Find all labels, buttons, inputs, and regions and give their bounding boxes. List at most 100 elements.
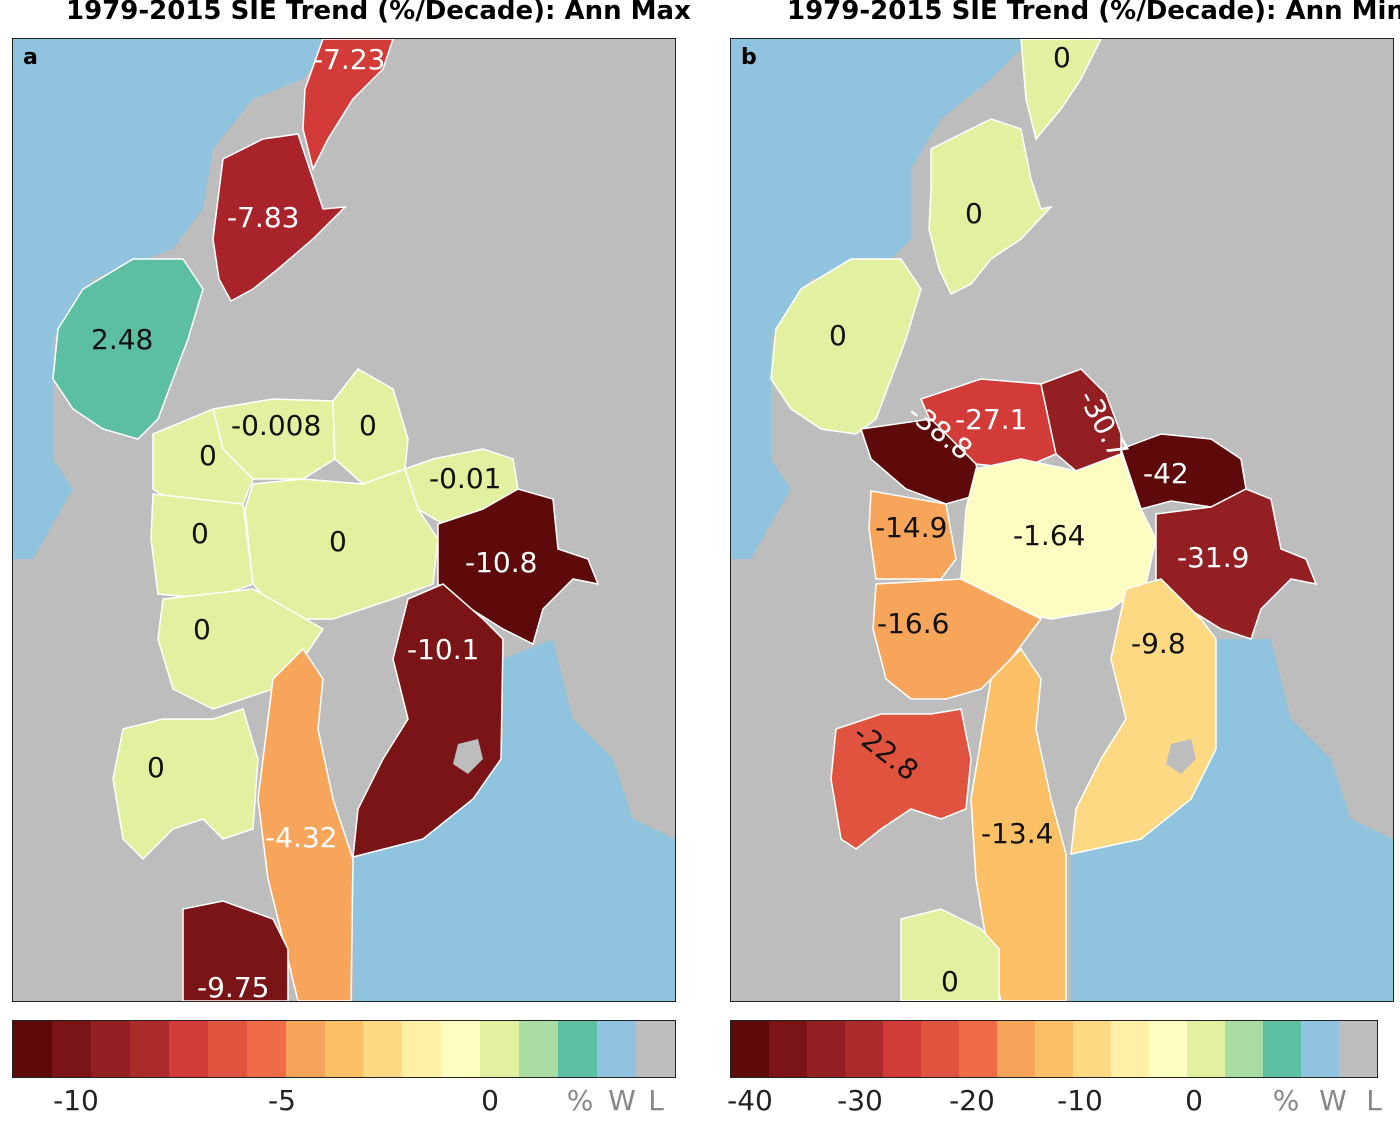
label-b-laptev: -27.1 — [955, 403, 1027, 436]
colorbar-b — [730, 1020, 1378, 1078]
colorbar-swatch — [731, 1021, 769, 1077]
colorbar-swatch — [1111, 1021, 1149, 1077]
region-b-caa — [872, 578, 1043, 700]
region-a-gulf — [182, 900, 289, 1001]
region-b-bay1 — [928, 118, 1054, 296]
colorbar-swatch — [1035, 1021, 1073, 1077]
label-a-hudson: 0 — [147, 751, 165, 784]
label-a-okhotsk: 2.48 — [91, 323, 153, 356]
label-b-barents: -31.9 — [1177, 541, 1249, 574]
label-b-top-strait: 0 — [1053, 41, 1071, 74]
panel-a-title: 1979-2015 SIE Trend (%/Decade): Ann Max — [66, 0, 691, 26]
colorbar-b-tick: -30 — [837, 1084, 883, 1117]
colorbar-swatch — [441, 1021, 481, 1077]
label-b-caa: -16.6 — [877, 607, 949, 640]
label-b-kara: -42 — [1143, 457, 1189, 490]
colorbar-swatch — [129, 1021, 169, 1077]
colorbar-swatch — [597, 1021, 636, 1077]
label-b-gulf: 0 — [941, 965, 959, 998]
colorbar-b-category: % — [1272, 1084, 1300, 1117]
colorbar-b-tick: 0 — [1185, 1084, 1203, 1117]
colorbar-swatch — [168, 1021, 208, 1077]
island-b — [1166, 739, 1196, 774]
region-a-bay1 — [212, 133, 347, 303]
colorbar-swatch — [1339, 1021, 1377, 1077]
colorbar-b-tick: -10 — [1057, 1084, 1103, 1117]
colorbar-swatch — [1149, 1021, 1187, 1077]
colorbar-a-category: L — [648, 1084, 664, 1117]
map-panel-b: 0 0 0 -27.1 -30.7 -38.8 -42 -14.9 -1.64 … — [730, 38, 1394, 1002]
label-a-east-sib: 0 — [359, 409, 377, 442]
colorbar-b-category: W — [1319, 1084, 1347, 1117]
colorbar-a-category: % — [566, 1084, 594, 1117]
colorbar-swatch — [324, 1021, 364, 1077]
region-b-okhotsk — [770, 258, 922, 435]
region-b-gulf — [900, 908, 1000, 1001]
colorbar-a-tick: -10 — [53, 1084, 99, 1117]
label-b-bay1: 0 — [965, 197, 983, 230]
region-a-greenland-sea — [352, 583, 504, 858]
panel-b-letter: b — [741, 45, 757, 70]
map-a-svg: -7.23 -7.83 2.48 -0.008 0 0 -0.01 0 0 -1… — [13, 39, 675, 1001]
colorbar-swatch — [1187, 1021, 1225, 1077]
label-a-beaufort: 0 — [191, 517, 209, 550]
region-b-beaufort — [868, 490, 957, 580]
label-b-okhotsk: 0 — [829, 319, 847, 352]
label-a-greenland-sea: -10.1 — [407, 633, 479, 666]
region-b-greenland-sea — [1070, 578, 1217, 855]
atlantic-water — [353, 639, 675, 1001]
colorbar-swatch — [402, 1021, 442, 1077]
colorbar-swatch — [883, 1021, 921, 1077]
colorbar-b-tick: -40 — [727, 1084, 773, 1117]
region-a-okhotsk — [52, 258, 204, 440]
island-a — [453, 739, 483, 774]
pacific-water-b — [731, 39, 1031, 559]
colorbar-swatch — [558, 1021, 598, 1077]
region-a-top-strait — [302, 39, 394, 172]
colorbar-swatch — [363, 1021, 403, 1077]
label-a-central: 0 — [329, 525, 347, 558]
colorbar-swatch — [769, 1021, 807, 1077]
region-b-top-strait — [1020, 39, 1102, 141]
label-a-barents: -10.8 — [465, 546, 537, 579]
colorbar-swatch — [13, 1021, 52, 1077]
colorbar-swatch — [1263, 1021, 1301, 1077]
label-b-baffin: -13.4 — [981, 817, 1053, 850]
region-b-hudson — [830, 708, 972, 850]
region-a-chukchi — [152, 407, 254, 510]
colorbar-a — [12, 1020, 676, 1078]
panel-b-title: 1979-2015 SIE Trend (%/Decade): Ann Min — [787, 0, 1400, 26]
colorbar-swatch — [1301, 1021, 1339, 1077]
colorbar-b-category: L — [1366, 1084, 1382, 1117]
colorbar-a-category: W — [608, 1084, 636, 1117]
label-a-bay1: -7.83 — [227, 201, 299, 234]
colorbar-swatch — [246, 1021, 286, 1077]
region-a-hudson — [112, 708, 259, 861]
label-b-central: -1.64 — [1013, 519, 1085, 552]
map-panel-a: -7.23 -7.83 2.48 -0.008 0 0 -0.01 0 0 -1… — [12, 38, 676, 1002]
colorbar-swatch — [997, 1021, 1035, 1077]
colorbar-b-tick: -20 — [949, 1084, 995, 1117]
colorbar-swatch — [51, 1021, 91, 1077]
colorbar-swatch — [807, 1021, 845, 1077]
region-a-baffin — [257, 647, 354, 1001]
label-a-baffin: -4.32 — [265, 821, 337, 854]
colorbar-swatch — [90, 1021, 130, 1077]
colorbar-swatch — [959, 1021, 997, 1077]
map-b-svg: 0 0 0 -27.1 -30.7 -38.8 -42 -14.9 -1.64 … — [731, 39, 1393, 1001]
label-a-laptev: -0.008 — [231, 409, 321, 442]
colorbar-a-tick: 0 — [481, 1084, 499, 1117]
label-a-caa: 0 — [193, 613, 211, 646]
label-a-chukchi: 0 — [199, 439, 217, 472]
colorbar-a-tick: -5 — [268, 1084, 296, 1117]
region-b-east-sib — [1040, 368, 1122, 472]
region-a-central — [244, 468, 439, 620]
colorbar-swatch — [480, 1021, 520, 1077]
region-b-baffin — [970, 647, 1067, 1001]
colorbar-swatch — [519, 1021, 559, 1077]
colorbar-swatch — [285, 1021, 325, 1077]
region-a-east-sib — [332, 368, 409, 485]
colorbar-swatch — [1073, 1021, 1111, 1077]
colorbar-swatch — [921, 1021, 959, 1077]
label-a-kara: -0.01 — [429, 462, 501, 495]
